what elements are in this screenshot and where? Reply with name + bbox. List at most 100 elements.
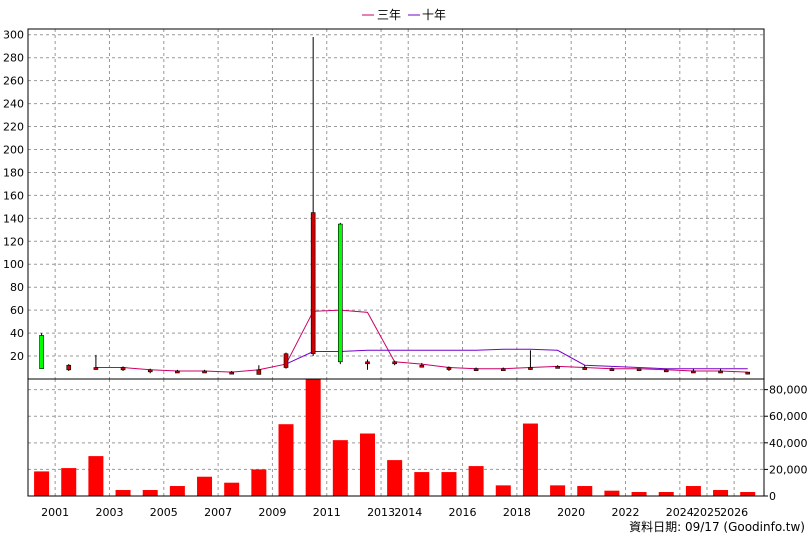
x-tick-label: 2003 bbox=[95, 506, 123, 519]
price-tick-label: 160 bbox=[3, 189, 24, 202]
trend-line-series-1 bbox=[95, 309, 748, 373]
price-tick-label: 100 bbox=[3, 258, 24, 271]
price-tick-label: 60 bbox=[10, 304, 24, 317]
price-tick-label: 20 bbox=[10, 350, 24, 363]
candle-body bbox=[39, 335, 44, 369]
price-tick-label: 260 bbox=[3, 75, 24, 88]
x-tick-label: 2016 bbox=[449, 506, 477, 519]
candle-body bbox=[365, 361, 370, 365]
candle-body bbox=[392, 361, 397, 365]
candle-body bbox=[338, 223, 343, 363]
candle-body bbox=[582, 367, 588, 370]
candle-body bbox=[283, 353, 289, 368]
price-tick-label: 180 bbox=[3, 166, 24, 179]
trend-line-series-2 bbox=[285, 348, 748, 370]
price-tick-label: 240 bbox=[3, 98, 24, 111]
legend: 三年 十年 bbox=[362, 8, 446, 22]
candle-body bbox=[473, 368, 479, 371]
volume-tick-label: 0 bbox=[769, 490, 776, 503]
price-tick-label: 220 bbox=[3, 121, 24, 134]
volume-bar bbox=[197, 476, 213, 496]
x-tick-label: 2014 bbox=[394, 506, 422, 519]
x-tick-label: 2020 bbox=[557, 506, 585, 519]
volume-bar bbox=[468, 466, 484, 496]
candle-body bbox=[175, 370, 180, 374]
x-tick-label: 2026 bbox=[720, 506, 748, 519]
price-panel-frame bbox=[27, 28, 765, 380]
candle-body bbox=[147, 369, 153, 373]
candle-body bbox=[636, 368, 642, 371]
volume-bar bbox=[740, 492, 756, 496]
volume-bar bbox=[251, 469, 267, 496]
data-date-credit: 資料日期: 09/17 (Goodinfo.tw) bbox=[629, 520, 805, 534]
volume-bar bbox=[550, 485, 566, 496]
candle-body bbox=[310, 212, 316, 355]
volume-tick-label: 40,000 bbox=[769, 437, 808, 450]
volume-bars bbox=[34, 379, 756, 496]
volume-bar bbox=[495, 485, 511, 496]
volume-axis-ticks: 0 20,000 40,000 60,000 80,000 bbox=[764, 384, 808, 503]
candle-body bbox=[229, 371, 234, 375]
volume-bar bbox=[414, 472, 430, 496]
x-tick-label: 2022 bbox=[611, 506, 639, 519]
x-tick-label: 2005 bbox=[150, 506, 178, 519]
candle-body bbox=[202, 370, 207, 374]
x-tick-label: 2009 bbox=[258, 506, 286, 519]
price-tick-label: 280 bbox=[3, 52, 24, 65]
trend-lines bbox=[95, 309, 748, 373]
volume-bar bbox=[34, 471, 50, 496]
volume-bar bbox=[61, 468, 77, 496]
candle-body bbox=[93, 367, 99, 370]
candle-body bbox=[663, 369, 669, 373]
x-tick-label: 2024 bbox=[666, 506, 694, 519]
volume-tick-label: 20,000 bbox=[769, 463, 808, 476]
volume-bar bbox=[142, 490, 158, 496]
candle-body bbox=[66, 364, 72, 371]
volume-bar bbox=[685, 486, 701, 496]
volume-bar bbox=[577, 486, 593, 496]
volume-bar bbox=[631, 492, 647, 496]
price-gridlines bbox=[28, 29, 764, 379]
candle-body bbox=[555, 366, 560, 369]
price-tick-label: 80 bbox=[10, 281, 24, 294]
candle-body bbox=[120, 367, 126, 371]
price-candles bbox=[39, 37, 751, 375]
x-axis-ticks: 2001 2003 2005 2007 2009 2011 2013 2014 2016 2018… bbox=[41, 506, 748, 519]
volume-bar bbox=[115, 490, 131, 496]
x-tick-label: 2011 bbox=[313, 506, 341, 519]
volume-panel-frame bbox=[27, 378, 765, 497]
price-tick-label: 120 bbox=[3, 235, 24, 248]
price-tick-label: 300 bbox=[3, 29, 24, 42]
price-axis-ticks: 20 40 60 80 100 120 140 160 180 200 220 240 260 280 30… bbox=[3, 29, 24, 363]
volume-bar bbox=[522, 423, 538, 496]
volume-bar bbox=[604, 490, 620, 496]
volume-bar bbox=[88, 456, 104, 496]
candle-body bbox=[718, 370, 723, 374]
volume-tick-label: 80,000 bbox=[769, 384, 808, 397]
volume-bar bbox=[332, 440, 348, 496]
volume-bar bbox=[359, 433, 375, 496]
volume-bar bbox=[305, 379, 321, 496]
x-tick-label: 2013 bbox=[367, 506, 395, 519]
volume-bar bbox=[169, 486, 185, 496]
candle-body bbox=[446, 367, 452, 370]
candle-body bbox=[609, 368, 615, 371]
x-tick-label: 2025 bbox=[693, 506, 721, 519]
volume-tick-label: 60,000 bbox=[769, 410, 808, 423]
legend-label-10yr: 十年 bbox=[422, 8, 446, 22]
candle-body bbox=[691, 370, 696, 374]
legend-label-3yr: 三年 bbox=[377, 8, 401, 22]
volume-bar bbox=[387, 460, 403, 496]
candle-body bbox=[419, 364, 425, 368]
volume-bar bbox=[278, 424, 294, 496]
candle-body bbox=[745, 371, 751, 375]
x-tick-label: 2001 bbox=[41, 506, 69, 519]
volume-bar bbox=[224, 482, 240, 496]
price-tick-label: 200 bbox=[3, 143, 24, 156]
x-tick-label: 2018 bbox=[503, 506, 531, 519]
volume-bar bbox=[713, 490, 729, 496]
price-tick-label: 140 bbox=[3, 212, 24, 225]
candle-body bbox=[256, 369, 262, 375]
candle-body bbox=[500, 368, 506, 371]
